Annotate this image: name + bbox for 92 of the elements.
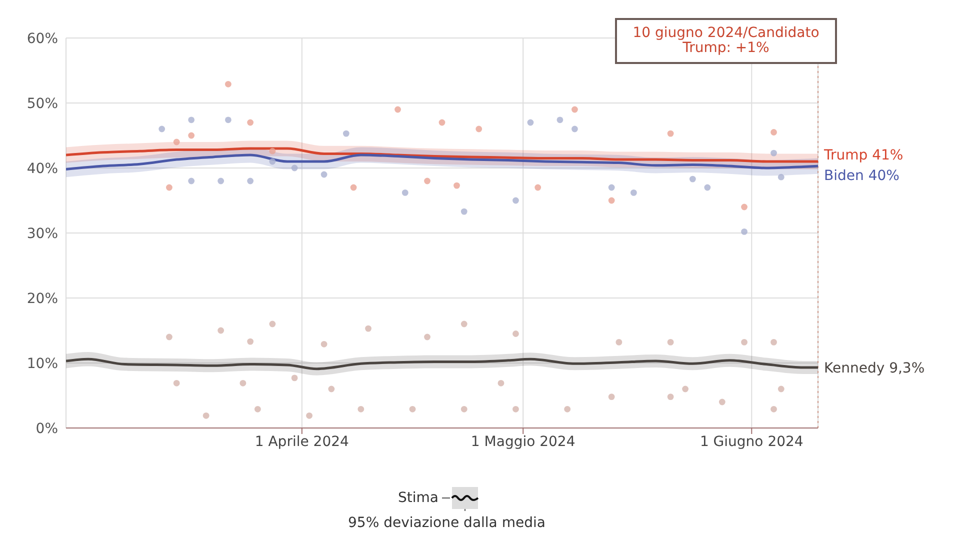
point [527,119,534,126]
point [240,380,246,386]
y-tick-label: 20% [26,290,58,307]
line-series [66,154,818,171]
point [409,406,416,412]
point [608,184,615,191]
point [424,178,430,184]
point [247,338,254,345]
point [269,158,276,165]
point [460,320,468,328]
point [460,208,468,215]
point [667,394,674,400]
point [166,184,172,191]
point [741,204,748,210]
point [188,132,195,139]
line-series [66,147,818,163]
point [158,126,166,132]
point [608,394,615,400]
point [269,148,276,154]
point [402,190,408,196]
point [770,129,777,136]
point [350,184,357,191]
point [358,406,364,412]
x-tick-label: 1 Giugno 2024 [700,434,804,450]
x-tick-label: 1 Maggio 2024 [470,434,576,450]
annotation: 10 giugno 2024/Candidato Trump: +1% [615,18,837,64]
point [218,327,224,334]
point [328,386,335,392]
point [247,119,254,126]
point [689,176,696,182]
point [365,325,372,332]
point [741,339,748,346]
point [269,320,276,328]
point [306,412,312,419]
point [291,164,298,172]
point [454,182,460,189]
point [512,197,519,204]
point [394,106,401,113]
point [608,197,615,204]
point [173,138,180,146]
point [704,184,711,191]
point [770,339,777,346]
point [320,171,328,178]
point [291,374,298,382]
point [202,412,210,419]
y-tick-label: 30% [26,226,58,242]
point [224,80,232,88]
y-tick-label: 10% [26,356,58,372]
text: Stima [398,490,438,506]
point [616,339,622,346]
series-label: Trump 41% [823,148,904,164]
point [476,126,482,132]
point [630,190,637,196]
y-tick-label: 0% [36,420,58,437]
point [572,106,578,113]
point [572,126,578,132]
point [556,116,564,124]
series-label: Biden 40% [824,168,900,184]
point [564,406,571,412]
x-tick-label: 1 Aprile 2024 [254,434,350,450]
point [438,119,446,126]
text: 95% deviazione dalla media [348,515,546,531]
point [173,380,180,386]
line-series [66,358,818,370]
point [778,174,784,180]
point [741,228,748,235]
series-label: Kennedy 9,3% [824,360,925,377]
y-tick-label: 50% [26,96,58,112]
point [224,116,232,124]
point [534,184,542,191]
point [460,406,468,412]
point [247,178,254,184]
point [188,116,195,124]
point [667,339,674,346]
point [342,130,350,137]
point [718,398,726,406]
point [424,334,430,340]
y-tick-label: 40% [26,160,58,177]
point [166,334,172,340]
point [667,130,674,137]
point [254,406,261,412]
point [498,380,504,386]
point [512,330,519,337]
point [218,178,224,184]
point [778,386,784,392]
point [682,386,688,392]
point [188,178,195,184]
point [770,406,777,412]
point [320,340,328,348]
y-tick-label: 60% [26,30,58,47]
point [512,406,519,412]
point [770,150,777,156]
